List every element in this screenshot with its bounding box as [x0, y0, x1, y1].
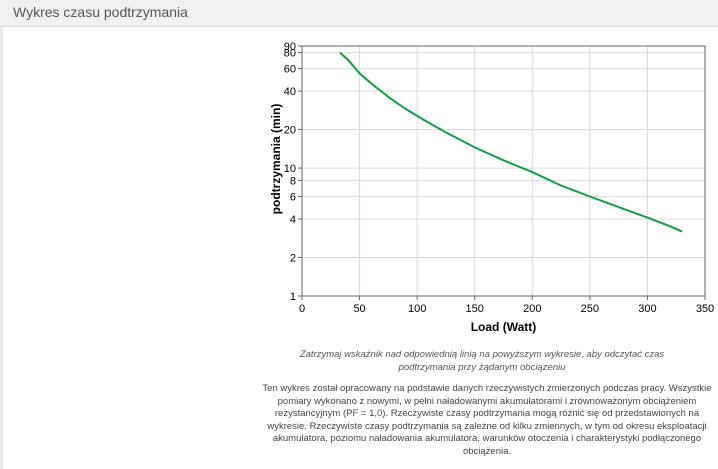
- y-tick-label: 40: [284, 86, 296, 98]
- chart-hint: Zatrzymaj wskaźnik nad odpowiednią linią…: [299, 349, 665, 373]
- x-axis-title: Load (Watt): [471, 320, 537, 334]
- x-tick-label: 100: [408, 303, 426, 315]
- panel-border: [0, 27, 3, 469]
- panel-header: Wykres czasu podtrzymania: [0, 0, 718, 27]
- x-tick-label: 150: [466, 303, 484, 315]
- y-tick-label: 10: [284, 163, 296, 175]
- runtime-series-line[interactable]: [339, 51, 683, 233]
- runtime-chart[interactable]: 0 50 100 150 200 250 300 350 12468102040608090 …: [260, 36, 715, 338]
- x-tick-label: 350: [696, 303, 714, 315]
- x-tick-label: 250: [581, 303, 599, 315]
- x-axis-ticks: 0 50 100 150 200 250 300 350: [299, 296, 714, 315]
- y-tick-label: 20: [284, 125, 296, 137]
- x-tick-label: 300: [638, 303, 656, 315]
- chart-description: Ten wykres został opracowany na podstawi…: [262, 383, 712, 457]
- y-tick-label: 80: [284, 48, 296, 60]
- y-tick-label: 1: [290, 291, 296, 303]
- y-tick-label: 90: [284, 41, 296, 53]
- x-tick-label: 200: [523, 303, 541, 315]
- y-tick-label: 60: [284, 64, 296, 76]
- y-tick-label: 4: [290, 214, 296, 226]
- x-tick-label: 0: [299, 303, 305, 315]
- panel-title: Wykres czasu podtrzymania: [13, 4, 188, 20]
- y-tick-label: 6: [290, 191, 296, 203]
- x-tick-label: 50: [353, 303, 365, 315]
- plot-area: [301, 45, 706, 297]
- y-tick-label: 8: [290, 175, 296, 187]
- chart-grid: [301, 45, 706, 296]
- y-tick-label: 2: [290, 252, 296, 264]
- y-axis-title: podtrzymania (min): [269, 104, 283, 215]
